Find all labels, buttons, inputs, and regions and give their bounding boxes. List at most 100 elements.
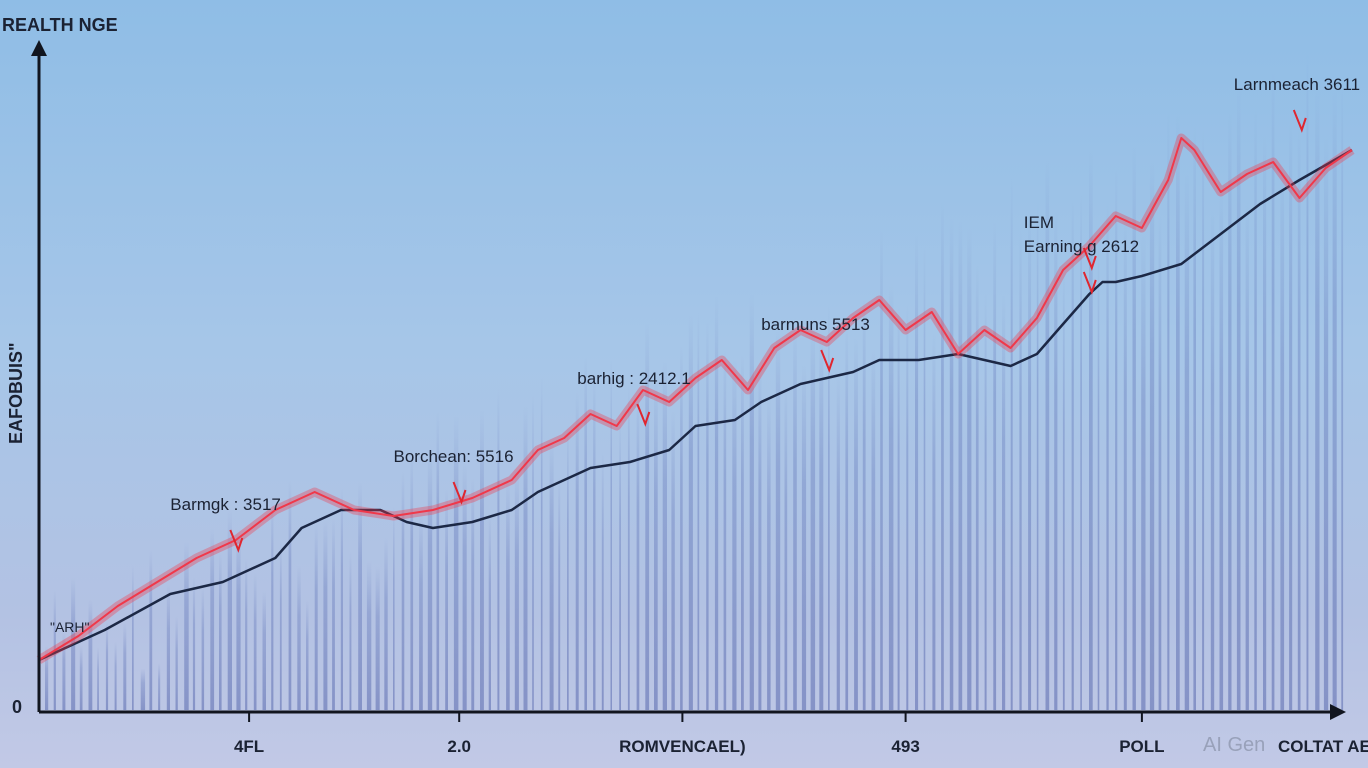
volume-spike [532,393,534,710]
y-zero-label: 0 [12,697,22,717]
volume-spike [1254,108,1257,710]
volume-spike [514,469,519,710]
volume-spike [1193,126,1196,711]
volume-spike [923,246,926,711]
volume-spike [1219,187,1224,711]
volume-spike [253,572,257,710]
volume-spike [506,479,510,710]
volume-spike [79,645,83,710]
volume-spike [1228,111,1232,710]
volume-spike [1280,166,1285,710]
volume-spike [1028,214,1032,710]
volume-spike [1341,86,1344,711]
volume-spike [201,587,205,710]
volume-spike [645,322,650,710]
volume-spike [932,333,936,710]
volume-spike [97,647,99,710]
volume-spike [1089,150,1093,710]
volume-spike [1054,210,1058,710]
volume-spike [680,344,683,710]
annotation-label: barhig : 2412.1 [577,369,690,388]
volume-spike [636,392,640,710]
volume-spike [410,451,414,710]
volume-spike [584,356,587,710]
volume-spike [175,615,178,710]
annotation-label: Earning g 2612 [1024,237,1139,256]
background-volume-bars [45,51,1344,711]
volume-spike [706,321,709,710]
volume-spike [132,565,134,710]
volume-spike [1297,128,1301,710]
volume-spike [1123,219,1127,710]
watermark: AI Gen [1203,734,1266,756]
volume-spike [1019,229,1022,710]
volume-spike [236,529,241,710]
volume-spike [1176,113,1180,711]
volume-spike [1158,214,1162,710]
volume-spike [1106,199,1109,710]
volume-spike [801,364,807,710]
volume-spike [1245,200,1249,710]
volume-spike [845,327,849,710]
volume-spike [984,292,987,710]
annotation-arrow-icon [452,481,467,505]
volume-spike [810,327,816,710]
volume-spike [123,622,127,710]
volume-spike [297,565,301,710]
volume-spike [975,264,979,710]
volume-spike [1062,269,1065,710]
volume-spike [758,365,762,710]
volume-spike [140,668,146,710]
volume-spike [419,513,423,710]
volume-spike [375,566,380,710]
volume-spike [793,328,797,710]
volume-spike [158,663,161,710]
series-layer [36,133,1355,664]
volume-spike [662,361,667,710]
volume-spike [1141,234,1146,710]
volume-spike [105,621,109,710]
annotation-arrow-icon [1082,271,1097,295]
volume-spike [732,359,737,710]
volume-spike [1306,51,1309,711]
volume-spike [741,354,744,710]
volume-spike [1149,159,1155,710]
volume-spike [1323,137,1329,710]
volume-spike [1202,128,1205,710]
volume-spike [453,415,459,710]
volume-spike [836,376,840,710]
volume-spike [210,528,215,710]
volume-spike [227,510,232,710]
volume-spike [358,481,362,710]
volume-spike [262,590,266,710]
volume-spike [306,599,309,710]
x-tick-label: 4FL [234,737,264,756]
volume-spike [1184,173,1190,710]
volume-spike [114,641,117,710]
annotation-arrow-icon [820,349,835,373]
volume-spike [88,598,93,710]
volume-spike [1036,200,1039,710]
volume-spike [1263,135,1267,710]
series-glow-line [36,133,1355,664]
annotation-label: IEM [1024,213,1054,232]
volume-spike [523,405,528,710]
volume-spike [166,584,170,710]
volume-spike [610,359,612,710]
volume-spike [575,390,579,710]
annotation-label: Larnmeach 3611 [1234,75,1360,94]
x-tick-group: 4FL 2.0 ROMVENCAEL) 493 POLL [234,712,1165,756]
x-tick-label: 2.0 [447,737,471,756]
volume-spike [1271,71,1275,711]
volume-spike [45,646,49,710]
volume-spike [775,329,781,710]
volume-spike [697,310,700,710]
y-side-label: EAFOBUIS" [6,342,26,444]
volume-spike [279,540,282,710]
volume-spike [323,520,328,710]
volume-spike [949,217,954,711]
volume-spike [862,299,866,710]
volume-spike [906,304,909,710]
volume-spike [967,226,972,710]
annotation-arrow-icon [229,529,244,553]
